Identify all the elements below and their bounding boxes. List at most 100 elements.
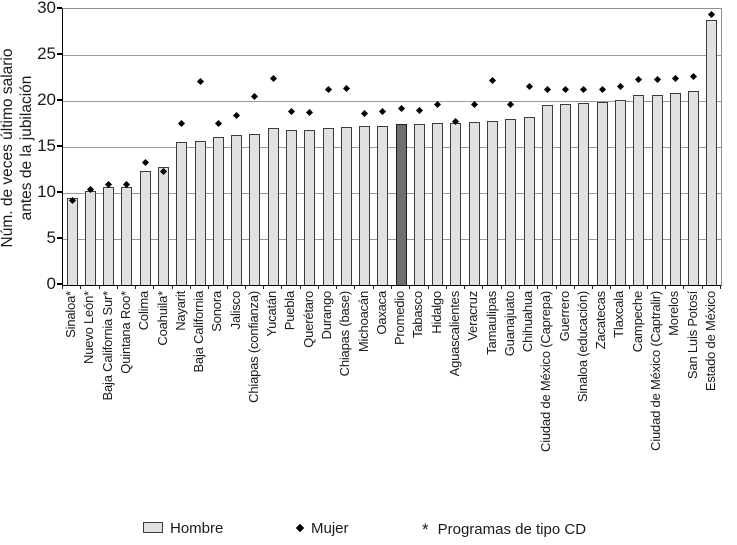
bar-hombre xyxy=(541,105,553,285)
bar-hombre xyxy=(413,124,425,285)
bar-hombre xyxy=(231,135,243,285)
x-tick-mark xyxy=(665,285,667,289)
x-tick-mark xyxy=(226,285,228,289)
plot-area xyxy=(62,8,722,286)
x-tick-mark xyxy=(336,285,338,289)
x-tick-mark xyxy=(171,285,173,289)
mujer-marker xyxy=(397,104,405,112)
x-tick-label: Guanajuato xyxy=(501,291,517,357)
bar-hombre xyxy=(194,141,206,285)
mujer-marker xyxy=(543,86,551,94)
x-tick-label: Guerrero xyxy=(556,291,572,342)
bar-hombre xyxy=(304,130,316,285)
x-tick-mark xyxy=(409,285,411,289)
bar-hombre xyxy=(212,137,224,285)
mujer-marker xyxy=(616,82,625,90)
x-tick-mark xyxy=(537,285,539,289)
mujer-marker xyxy=(287,107,296,115)
x-tick-mark xyxy=(720,285,721,289)
bar-hombre xyxy=(505,119,517,285)
mujer-marker xyxy=(342,84,350,92)
gridline xyxy=(63,239,721,240)
x-tick-label: Estado de México xyxy=(702,291,718,392)
y-tick-label: 15 xyxy=(37,136,56,155)
mujer-marker xyxy=(488,77,497,85)
mujer-marker xyxy=(141,159,149,167)
x-tick-mark xyxy=(610,285,612,289)
mujer-marker xyxy=(507,101,515,109)
x-tick-label: Aguascalientes xyxy=(446,291,462,377)
x-tick-label: San Luis Potosí xyxy=(684,291,700,380)
x-tick-label: Oaxaca xyxy=(373,291,389,335)
gridline xyxy=(63,147,721,148)
mujer-marker xyxy=(324,86,332,94)
bar-hombre xyxy=(84,191,96,285)
x-tick-mark xyxy=(317,285,319,289)
x-tick-mark xyxy=(573,285,575,289)
x-tick-mark xyxy=(464,285,466,289)
x-tick-label: Sonora xyxy=(209,291,225,332)
asterisk-icon: * xyxy=(422,520,429,539)
x-tick-label: Nuevo León* xyxy=(81,291,97,364)
x-tick-mark xyxy=(135,285,137,289)
x-tick-label: Tlaxcala xyxy=(611,291,627,338)
x-tick-label: Baja California Sur* xyxy=(99,291,115,401)
x-tick-label: Chihuahua xyxy=(520,291,536,353)
bar-hombre xyxy=(596,102,608,285)
x-tick-mark xyxy=(500,285,502,289)
x-tick-label: Morelos xyxy=(666,291,682,336)
bar-hombre xyxy=(267,128,279,285)
y-tick-label: 5 xyxy=(46,228,56,247)
x-tick-label: Veracruz xyxy=(465,291,481,341)
bar-hombre xyxy=(487,121,499,285)
x-tick-label: Ciudad de México (Caprepa) xyxy=(538,291,554,452)
gridline xyxy=(63,101,721,102)
mujer-marker xyxy=(690,72,698,80)
bar-hombre xyxy=(706,20,718,285)
y-tick-label: 25 xyxy=(37,44,56,63)
x-tick-mark xyxy=(555,285,557,289)
mujer-marker xyxy=(196,78,204,86)
x-tick-label: Quintana Roo* xyxy=(117,291,133,374)
x-tick-label: Nayarit xyxy=(172,291,188,331)
legend-item-mujer: Mujer xyxy=(295,519,349,539)
mujer-diamond-icon xyxy=(295,523,305,532)
x-tick-mark xyxy=(116,285,118,289)
x-tick-mark xyxy=(683,285,685,289)
mujer-marker xyxy=(269,75,277,83)
y-tick-mark xyxy=(57,99,62,101)
x-tick-label: Baja California xyxy=(191,291,207,373)
bar-hombre xyxy=(377,126,389,285)
mujer-marker xyxy=(470,101,478,109)
y-tick-mark xyxy=(57,237,62,239)
y-tick-mark xyxy=(57,7,62,9)
x-tick-mark xyxy=(263,285,265,289)
mujer-marker xyxy=(361,110,369,118)
bar-hombre xyxy=(614,100,626,285)
x-tick-label: Coahuila* xyxy=(154,291,170,346)
bar-hombre xyxy=(285,130,297,285)
gridline xyxy=(63,55,721,56)
bar-hombre xyxy=(359,126,371,285)
x-tick-mark xyxy=(628,285,630,289)
bar-hombre xyxy=(249,134,261,285)
mujer-marker xyxy=(251,92,259,100)
bar-hombre xyxy=(121,187,133,285)
mujer-marker xyxy=(306,109,314,117)
bar-hombre xyxy=(651,95,663,285)
x-tick-mark xyxy=(281,285,283,289)
gridline xyxy=(63,193,721,194)
legend-hombre-label: Hombre xyxy=(170,520,224,537)
bar-hombre xyxy=(158,167,170,285)
bar-hombre xyxy=(66,198,78,285)
y-tick-label: 10 xyxy=(37,182,56,201)
mujer-marker xyxy=(562,85,570,93)
mujer-marker xyxy=(525,82,533,90)
legend-mujer-label: Mujer xyxy=(311,520,349,537)
y-tick-label: 0 xyxy=(46,274,56,293)
x-tick-label: Hidalgo xyxy=(428,291,444,334)
x-tick-mark xyxy=(208,285,210,289)
x-tick-label: Puebla xyxy=(282,291,298,331)
x-tick-label: Promedio xyxy=(392,291,408,346)
